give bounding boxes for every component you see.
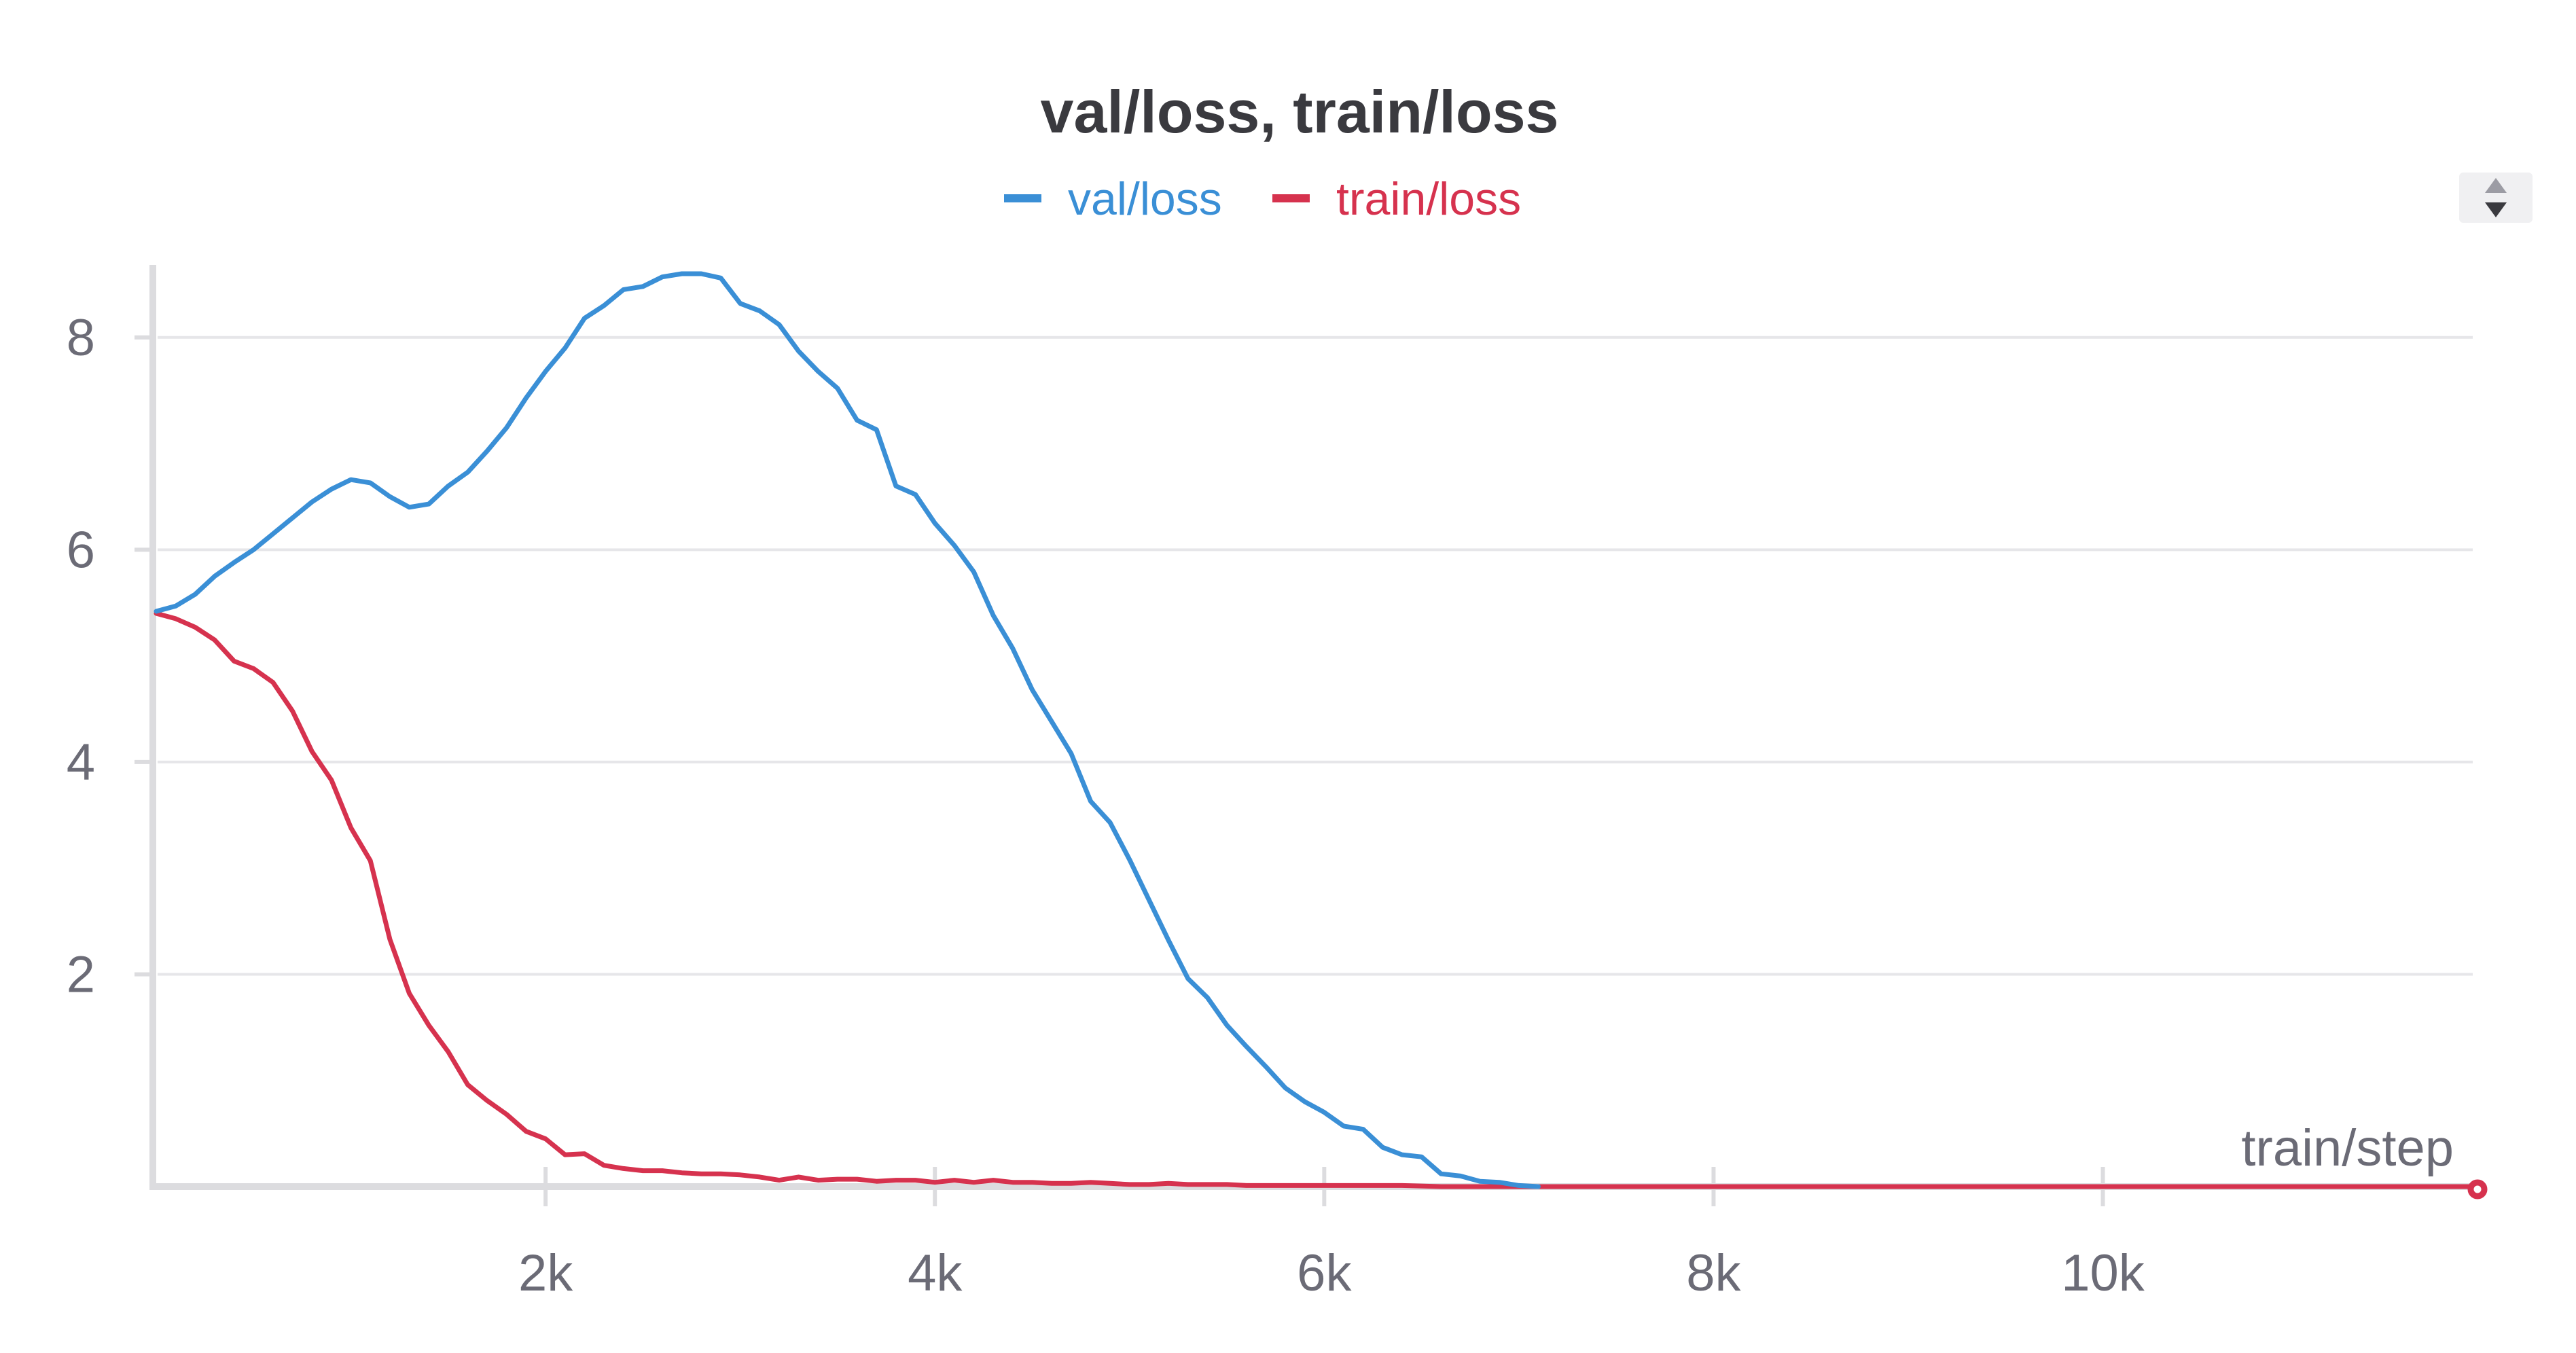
y-tick-label: 8: [67, 309, 95, 367]
y-tick-label: 6: [67, 521, 95, 579]
chevron-down-icon[interactable]: [2485, 202, 2507, 217]
x-tick-label: 10k: [2061, 1244, 2145, 1302]
legend-item-train-loss[interactable]: train/loss: [1272, 173, 1521, 225]
x-axis-end-marker: [2467, 1179, 2488, 1199]
legend: val/loss train/loss: [1004, 173, 1521, 225]
y-axis-ticks: 2 4 6 8: [67, 309, 153, 1003]
y-tick-label: 2: [67, 945, 95, 1003]
legend-label-train-loss: train/loss: [1336, 173, 1521, 225]
x-axis-ticks: 2k 4k 6k 8k 10k: [518, 1167, 2145, 1302]
series-line-train-loss[interactable]: [154, 611, 2475, 1189]
legend-scroll-control[interactable]: [2459, 173, 2533, 223]
gridlines: [158, 336, 2473, 976]
chevron-up-icon[interactable]: [2485, 178, 2507, 193]
x-axis-label: train/step: [2241, 1119, 2454, 1177]
x-tick-label: 8k: [1686, 1244, 1741, 1302]
chart-title: val/loss, train/loss: [1041, 78, 1559, 145]
x-tick-label: 2k: [518, 1244, 573, 1302]
legend-item-val-loss[interactable]: val/loss: [1004, 173, 1222, 225]
series-layer: [154, 271, 2475, 1189]
y-tick-label: 4: [67, 734, 95, 791]
series-line-val-loss[interactable]: [154, 271, 1541, 1189]
legend-scroll-background: [2459, 173, 2533, 223]
x-tick-label: 4k: [908, 1244, 963, 1302]
legend-label-val-loss: val/loss: [1068, 173, 1222, 225]
x-tick-label: 6k: [1297, 1244, 1352, 1302]
